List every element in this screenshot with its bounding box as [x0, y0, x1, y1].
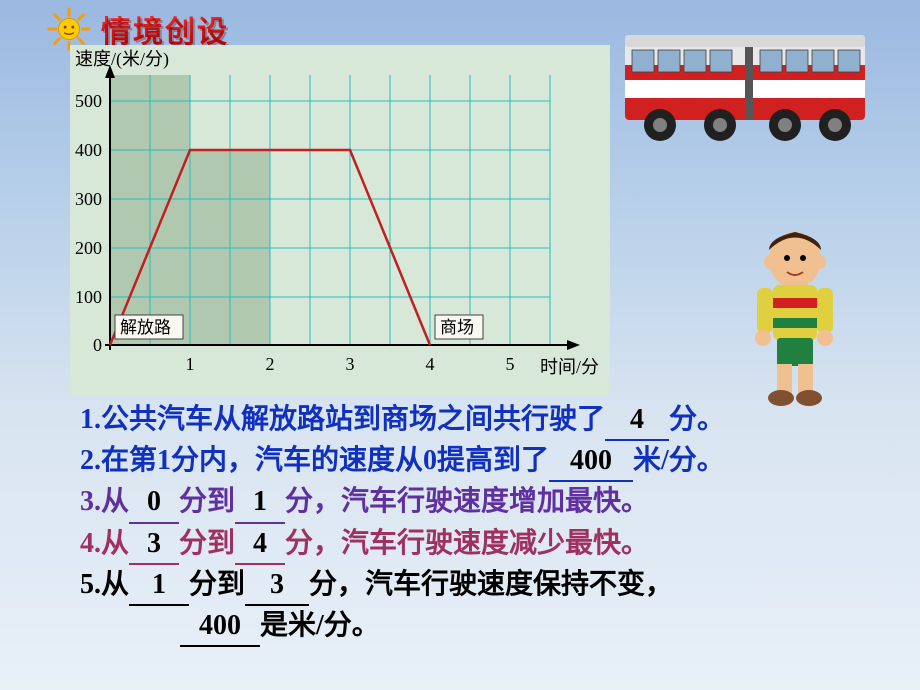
q2-answer: 400 — [549, 441, 633, 482]
svg-text:0: 0 — [93, 335, 102, 355]
speed-time-chart: 0 100 200 300 400 500 1 2 3 4 5 速度/(米/分)… — [70, 45, 610, 395]
bus-illustration — [620, 10, 870, 150]
question-1: 1.公共汽车从解放路站到商场之间共行驶了4分。 — [80, 400, 870, 441]
chart-xlabel: 时间/分 — [540, 357, 599, 377]
svg-text:400: 400 — [75, 140, 102, 160]
boy-illustration — [725, 220, 865, 410]
q3-answer2: 1 — [235, 482, 285, 523]
svg-text:300: 300 — [75, 189, 102, 209]
question-2: 2.在第1分内，汽车的速度从0提高到了400米/分。 — [80, 441, 870, 482]
svg-text:3: 3 — [346, 354, 355, 374]
svg-text:5: 5 — [506, 354, 515, 374]
svg-text:4: 4 — [426, 354, 435, 374]
question-5-line2: 400是米/分。 — [180, 606, 870, 647]
q1-answer: 4 — [605, 400, 669, 441]
svg-text:100: 100 — [75, 287, 102, 307]
svg-text:2: 2 — [266, 354, 275, 374]
svg-text:1: 1 — [186, 354, 195, 374]
question-5: 5.从1分到3分，汽车行驶速度保持不变， — [80, 565, 870, 606]
chart-end-label: 商场 — [440, 318, 474, 337]
q5-answer3: 400 — [180, 606, 260, 647]
q4-answer2: 4 — [235, 524, 285, 565]
chart-ylabel: 速度/(米/分) — [75, 49, 169, 70]
svg-text:500: 500 — [75, 91, 102, 111]
q5-answer1: 1 — [129, 565, 189, 606]
svg-text:200: 200 — [75, 238, 102, 258]
q3-answer1: 0 — [129, 482, 179, 523]
q4-answer1: 3 — [129, 524, 179, 565]
chart-start-label: 解放路 — [120, 318, 171, 337]
questions-area: 1.公共汽车从解放路站到商场之间共行驶了4分。 2.在第1分内，汽车的速度从0提… — [80, 400, 870, 647]
question-3: 3.从0分到1分，汽车行驶速度增加最快。 — [80, 482, 870, 523]
q5-answer2: 3 — [245, 565, 309, 606]
question-4: 4.从3分到4分，汽车行驶速度减少最快。 — [80, 524, 870, 565]
